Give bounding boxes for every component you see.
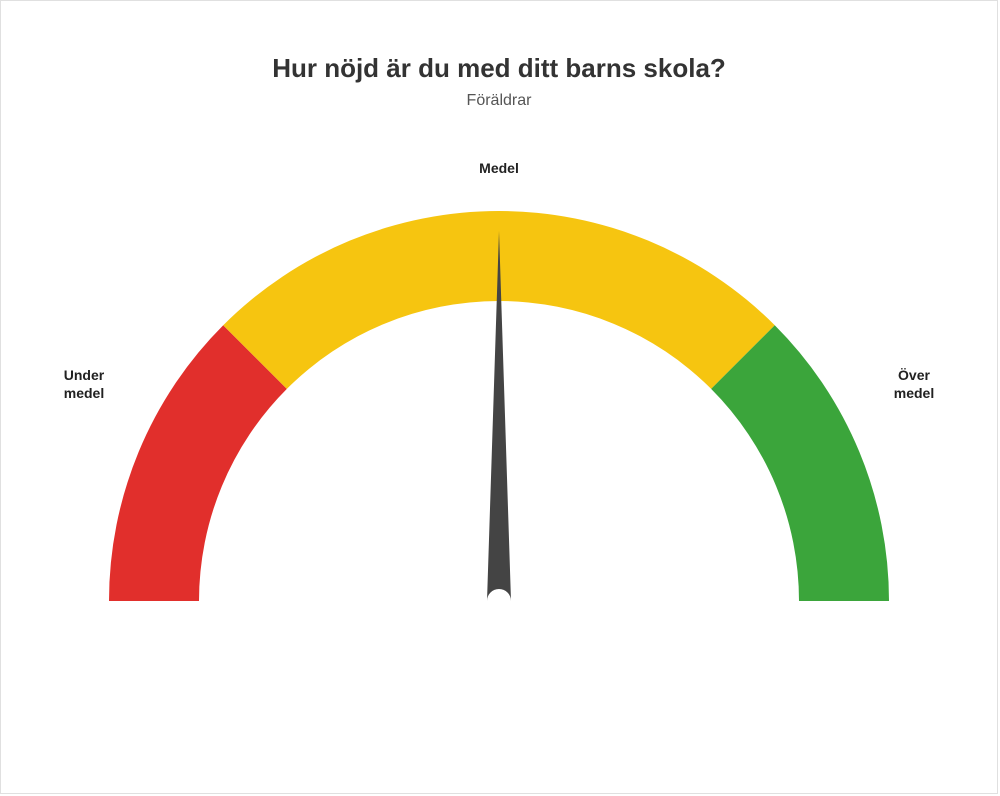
chart-container: Hur nöjd är du med ditt barns skola? För… <box>0 0 998 794</box>
gauge-label-left-line2: medel <box>64 385 104 401</box>
gauge-wrapper: Medel Under medel Över medel <box>59 181 939 651</box>
gauge-label-top: Medel <box>459 159 539 177</box>
gauge-label-right: Över medel <box>879 366 949 402</box>
gauge-svg <box>59 181 939 651</box>
gauge-label-left: Under medel <box>49 366 119 402</box>
chart-subtitle: Föräldrar <box>1 92 997 110</box>
chart-title: Hur nöjd är du med ditt barns skola? <box>1 53 997 84</box>
gauge-label-right-line2: medel <box>894 385 934 401</box>
gauge-segment <box>109 325 287 601</box>
gauge-label-left-line1: Under <box>64 367 104 383</box>
gauge-label-right-line1: Över <box>898 367 930 383</box>
gauge-segment <box>711 325 889 601</box>
